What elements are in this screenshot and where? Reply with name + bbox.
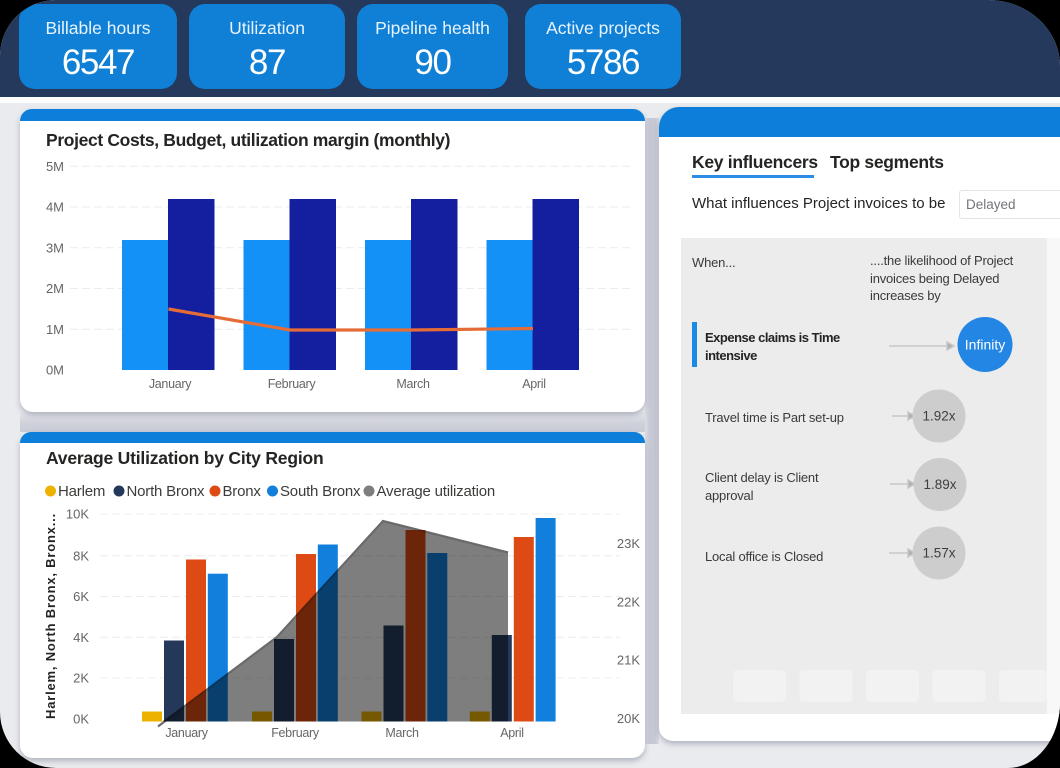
- svg-text:Harlem, North Bronx, Bronx...: Harlem, North Bronx, Bronx...: [43, 513, 58, 719]
- svg-text:January: January: [149, 377, 192, 391]
- svg-text:January: January: [165, 726, 208, 740]
- svg-text:Infinity: Infinity: [965, 337, 1005, 353]
- svg-text:1.89x: 1.89x: [923, 477, 956, 492]
- svg-text:Bronx: Bronx: [223, 483, 262, 500]
- svg-text:5M: 5M: [46, 159, 64, 174]
- svg-text:4M: 4M: [46, 200, 64, 215]
- svg-text:0K: 0K: [73, 711, 89, 726]
- svg-text:2M: 2M: [46, 281, 64, 296]
- svg-text:4K: 4K: [73, 630, 89, 645]
- svg-text:21K: 21K: [617, 653, 640, 668]
- svg-text:February: February: [268, 377, 317, 391]
- svg-text:8K: 8K: [73, 548, 89, 563]
- svg-text:March: March: [396, 377, 430, 391]
- svg-text:20K: 20K: [617, 711, 640, 726]
- svg-text:Harlem: Harlem: [58, 483, 105, 500]
- svg-text:April: April: [522, 377, 546, 391]
- svg-text:1M: 1M: [46, 322, 64, 337]
- svg-text:6K: 6K: [73, 589, 89, 604]
- svg-text:23K: 23K: [617, 536, 640, 551]
- svg-text:North Bronx: North Bronx: [127, 483, 206, 500]
- svg-text:March: March: [385, 726, 419, 740]
- svg-text:1.92x: 1.92x: [922, 409, 955, 424]
- svg-text:0M: 0M: [46, 363, 64, 378]
- svg-text:Average utilization: Average utilization: [377, 483, 496, 500]
- svg-text:10K: 10K: [66, 507, 89, 522]
- svg-text:22K: 22K: [617, 594, 640, 609]
- svg-text:South Bronx: South Bronx: [280, 483, 361, 500]
- svg-text:1.57x: 1.57x: [922, 546, 955, 561]
- svg-text:April: April: [500, 726, 524, 740]
- svg-text:3M: 3M: [46, 240, 64, 255]
- svg-text:February: February: [271, 726, 320, 740]
- svg-text:2K: 2K: [73, 671, 89, 686]
